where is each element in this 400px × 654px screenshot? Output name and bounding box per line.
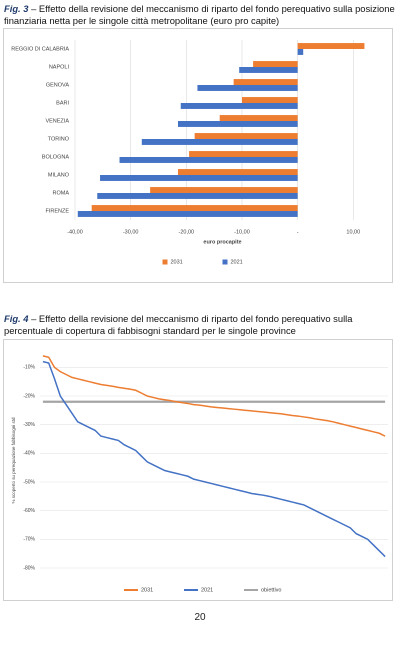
figure-caption: Fig. 4 – Effetto della revisione del mec…	[4, 313, 396, 336]
legend-label: obiettivo	[261, 587, 282, 593]
bar	[241, 97, 298, 103]
bar	[219, 115, 298, 121]
x-tick-label: 10,00	[346, 229, 360, 235]
y-tick-label: -20%	[23, 393, 35, 399]
y-tick-label: FIRENZE	[45, 208, 69, 214]
y-tick-label: GENOVA	[46, 82, 69, 88]
x-tick-label: -	[297, 229, 299, 235]
bar	[177, 169, 298, 175]
y-tick-label: -80%	[23, 565, 35, 571]
y-tick-label: BARI	[56, 100, 69, 106]
page-number: 20	[194, 612, 206, 623]
y-tick-label: -10%	[23, 365, 35, 371]
y-tick-label: REGGIO DI CALABRIA	[11, 46, 69, 52]
bar	[119, 157, 298, 163]
figure-label: Fig. 3	[4, 3, 29, 14]
y-axis-title: % scoperto su perequazione fabbisogni st…	[11, 417, 16, 504]
bar	[233, 79, 298, 85]
y-tick-label: NAPOLI	[49, 64, 70, 70]
bar	[197, 85, 298, 91]
bar	[100, 175, 298, 181]
caption-text: – Effetto della revisione del meccanismo…	[4, 313, 353, 336]
x-tick-label: -20,00	[179, 229, 195, 235]
figure-label: Fig. 4	[4, 313, 29, 324]
x-tick-label: -40,00	[67, 229, 83, 235]
bar	[177, 121, 298, 127]
x-tick-label: -30,00	[123, 229, 139, 235]
y-tick-label: -30%	[23, 422, 35, 428]
y-tick-label: -70%	[23, 537, 35, 543]
bar	[97, 193, 298, 199]
legend-swatch	[222, 259, 228, 265]
chart-frame	[3, 28, 393, 283]
legend-label: 2021	[201, 587, 213, 593]
chart-frame	[3, 339, 393, 601]
legend-label: 2031	[171, 259, 183, 265]
x-tick-label: -10,00	[234, 229, 250, 235]
caption-text: – Effetto della revisione del meccanismo…	[4, 3, 395, 26]
bar	[194, 133, 298, 139]
y-tick-label: BOLOGNA	[42, 154, 70, 160]
y-tick-label: MILANO	[48, 172, 70, 178]
bar	[239, 67, 298, 73]
y-tick-label: -40%	[23, 451, 35, 457]
figure-caption: Fig. 3 – Effetto della revisione del mec…	[4, 3, 396, 26]
bar	[297, 49, 304, 55]
legend-swatch	[162, 259, 168, 265]
bar	[297, 43, 365, 49]
x-axis-title: euro procapite	[203, 239, 241, 245]
legend-label: 2031	[141, 587, 153, 593]
bar	[180, 103, 298, 109]
y-tick-label: -60%	[23, 508, 35, 514]
bar	[253, 61, 298, 67]
bar	[189, 151, 298, 157]
bar	[141, 139, 298, 145]
y-tick-label: TORINO	[48, 136, 70, 142]
line-series	[42, 355, 386, 437]
y-tick-label: -50%	[23, 479, 35, 485]
bar	[91, 205, 298, 211]
line-series	[42, 360, 386, 558]
y-tick-label: VENEZIA	[45, 118, 69, 124]
y-tick-label: ROMA	[53, 190, 70, 196]
bar	[77, 211, 298, 217]
bar	[150, 187, 298, 193]
legend-label: 2021	[231, 259, 243, 265]
